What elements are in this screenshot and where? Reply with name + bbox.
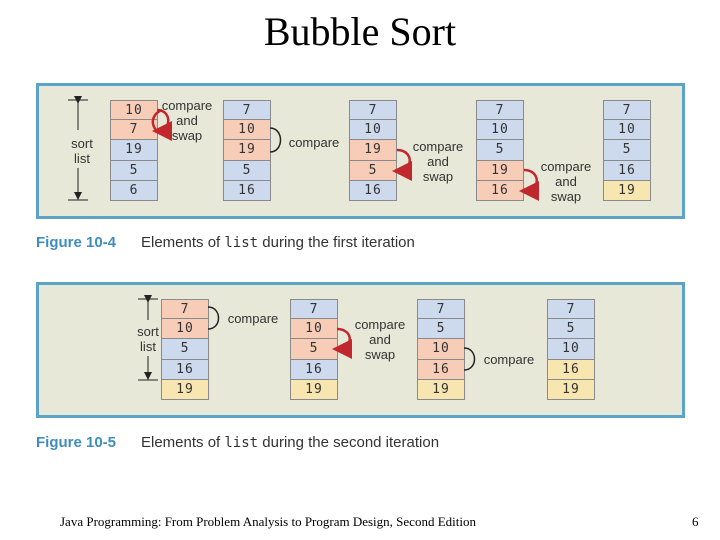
footer-text: Java Programming: From Problem Analysis … bbox=[60, 514, 476, 529]
compare-and-swap-note: compare and swap bbox=[540, 159, 592, 204]
figure-10-5-caption: Figure 10-5 Elements of list during the s… bbox=[36, 434, 439, 451]
list-cell: 10 bbox=[161, 319, 209, 340]
list-cell: 5 bbox=[223, 160, 271, 181]
list-column-1: 7 10 5 16 19 bbox=[161, 299, 209, 400]
compare-note: compare bbox=[227, 311, 279, 326]
list-cell: 19 bbox=[476, 160, 524, 181]
slide-title: Bubble Sort bbox=[263, 9, 457, 54]
list-cell: 16 bbox=[417, 359, 465, 380]
list-column-4: 7 10 5 19 16 bbox=[476, 100, 524, 201]
page-number: 6 bbox=[692, 514, 699, 529]
list-cell: 10 bbox=[349, 120, 397, 141]
sort-list-label: sort list bbox=[67, 136, 97, 166]
list-column-2: 7 10 19 5 16 bbox=[223, 100, 271, 201]
sort-list-label: sort list bbox=[133, 324, 163, 354]
list-cell: 5 bbox=[547, 319, 595, 340]
caption-code: list bbox=[224, 235, 259, 251]
list-column-3: 7 5 10 16 19 bbox=[417, 299, 465, 400]
list-cell: 5 bbox=[161, 339, 209, 360]
list-cell: 16 bbox=[161, 359, 209, 380]
caption-code: list bbox=[224, 435, 259, 451]
list-cell: 19 bbox=[417, 379, 465, 400]
list-cell: 7 bbox=[110, 120, 158, 141]
list-cell: 19 bbox=[110, 140, 158, 161]
list-cell: 10 bbox=[547, 339, 595, 360]
list-cell: 7 bbox=[349, 100, 397, 121]
list-cell: 19 bbox=[290, 379, 338, 400]
list-cell: 10 bbox=[290, 319, 338, 340]
caption-text: Elements of bbox=[141, 434, 225, 451]
list-column-1: 10 7 19 5 6 bbox=[110, 100, 158, 201]
list-cell: 10 bbox=[223, 120, 271, 141]
list-column-5: 7 10 5 16 19 bbox=[603, 100, 651, 201]
list-cell: 6 bbox=[110, 180, 158, 201]
figure-label: Figure 10-4 bbox=[36, 234, 117, 251]
list-column-2: 7 10 5 16 19 bbox=[290, 299, 338, 400]
list-cell: 19 bbox=[349, 140, 397, 161]
compare-and-swap-note: compare and swap bbox=[412, 139, 464, 184]
list-label: list bbox=[74, 151, 90, 166]
list-cell: 16 bbox=[603, 160, 651, 181]
sort-label: sort bbox=[137, 324, 159, 339]
list-cell: 16 bbox=[547, 359, 595, 380]
compare-note: compare bbox=[288, 135, 340, 150]
list-cell: 7 bbox=[603, 100, 651, 121]
list-cell: 5 bbox=[603, 140, 651, 161]
caption-text: during the first iteration bbox=[258, 234, 415, 251]
list-cell: 7 bbox=[223, 100, 271, 121]
list-cell: 7 bbox=[476, 100, 524, 121]
list-cell: 5 bbox=[110, 160, 158, 181]
list-cell: 5 bbox=[417, 319, 465, 340]
list-cell: 16 bbox=[476, 180, 524, 201]
compare-note: compare bbox=[483, 352, 535, 367]
list-cell: 5 bbox=[290, 339, 338, 360]
figure-10-4-panel: sort list 10 7 19 5 6 7 10 19 5 16 7 10 19 5 16 7 10 5… bbox=[36, 83, 685, 219]
list-cell: 7 bbox=[290, 299, 338, 320]
figure-label: Figure 10-5 bbox=[36, 434, 117, 451]
caption-text: during the second iteration bbox=[258, 434, 440, 451]
figure-10-4-caption: Figure 10-4 Elements of list during the f… bbox=[36, 234, 415, 251]
list-cell: 16 bbox=[290, 359, 338, 380]
list-cell: 10 bbox=[110, 100, 158, 121]
list-cell: 19 bbox=[603, 180, 651, 201]
sort-label: sort bbox=[71, 136, 93, 151]
list-cell: 19 bbox=[547, 379, 595, 400]
list-cell: 7 bbox=[417, 299, 465, 320]
list-cell: 5 bbox=[476, 140, 524, 161]
list-cell: 16 bbox=[349, 180, 397, 201]
compare-and-swap-note: compare and swap bbox=[161, 98, 213, 143]
list-label: list bbox=[140, 339, 156, 354]
list-cell: 19 bbox=[223, 140, 271, 161]
compare-and-swap-note: compare and swap bbox=[354, 317, 406, 362]
list-column-3: 7 10 19 5 16 bbox=[349, 100, 397, 201]
caption-text: Elements of bbox=[141, 234, 225, 251]
list-cell: 10 bbox=[417, 339, 465, 360]
list-cell: 5 bbox=[349, 160, 397, 181]
list-cell: 7 bbox=[161, 299, 209, 320]
list-cell: 16 bbox=[223, 180, 271, 201]
list-cell: 10 bbox=[603, 120, 651, 141]
list-cell: 7 bbox=[547, 299, 595, 320]
list-cell: 19 bbox=[161, 379, 209, 400]
list-column-4: 7 5 10 16 19 bbox=[547, 299, 595, 400]
list-cell: 10 bbox=[476, 120, 524, 141]
